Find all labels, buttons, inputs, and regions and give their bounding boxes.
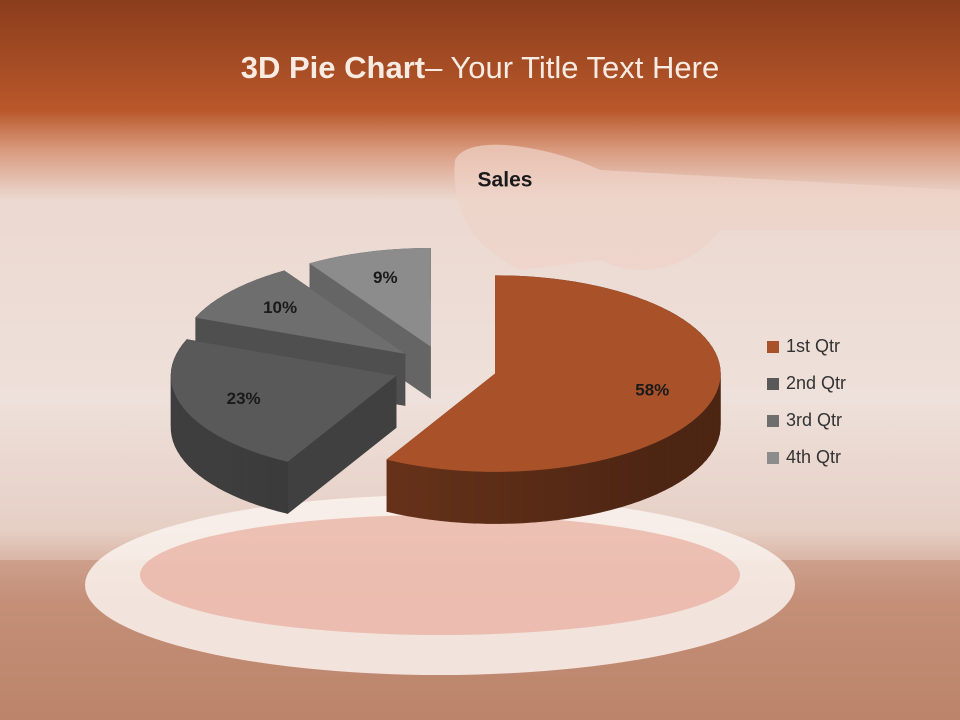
slice-side xyxy=(499,471,512,524)
slice-side xyxy=(568,464,580,519)
slice-side xyxy=(258,452,269,509)
slice-side xyxy=(709,396,714,456)
background-photo xyxy=(0,144,960,720)
slice-side xyxy=(441,468,454,523)
slide-title: 3D Pie Chart– Your Title Text Here xyxy=(241,50,719,85)
slice-side xyxy=(664,433,673,491)
slice-side xyxy=(174,394,178,452)
slice-side xyxy=(267,455,278,512)
slice-top xyxy=(386,275,721,472)
slice-side xyxy=(217,434,226,492)
slice-side xyxy=(193,417,199,476)
legend-swatch xyxy=(767,378,779,390)
slice-side xyxy=(696,411,703,470)
slice-side xyxy=(232,442,242,500)
slice-side xyxy=(204,426,212,484)
slice-side xyxy=(452,469,465,524)
legend-label: 3rd Qtr xyxy=(786,410,842,430)
slice-side xyxy=(522,469,535,524)
slice-side xyxy=(629,448,640,505)
data-label: 58% xyxy=(635,381,669,400)
slice-top xyxy=(170,339,397,462)
slice-side xyxy=(678,425,686,483)
slice-side xyxy=(184,408,189,467)
slice-side xyxy=(691,416,698,475)
slice-side xyxy=(386,459,398,515)
slice-side xyxy=(600,457,612,513)
chart-title: Sales xyxy=(478,169,533,192)
slice-side xyxy=(579,462,591,517)
slice-side xyxy=(545,467,558,522)
data-label: 23% xyxy=(227,389,261,408)
slice-side xyxy=(620,451,631,508)
legend-swatch xyxy=(767,452,779,464)
slice-side xyxy=(198,422,205,480)
slice-side xyxy=(706,402,711,461)
slice-side xyxy=(556,465,569,521)
slice-side xyxy=(656,437,665,495)
data-label: 10% xyxy=(263,298,297,317)
pie-slice xyxy=(386,275,721,524)
slice-side xyxy=(464,470,477,524)
slice-side xyxy=(249,449,259,506)
slice-side xyxy=(701,406,707,466)
data-label: 9% xyxy=(373,268,398,287)
legend-swatch xyxy=(767,341,779,353)
slice-side xyxy=(224,438,234,496)
slice-side xyxy=(685,421,692,479)
slice-side xyxy=(429,467,442,522)
slice-side xyxy=(647,441,657,499)
legend-label: 2nd Qtr xyxy=(786,373,846,393)
slice-top xyxy=(309,247,431,347)
slice-side xyxy=(188,412,194,471)
slice-side xyxy=(671,429,680,487)
slice-side xyxy=(610,454,621,511)
slide-title-bold: 3D Pie Chart xyxy=(241,50,425,85)
slice-top xyxy=(195,270,406,354)
slice-side xyxy=(639,445,649,502)
legend-swatch xyxy=(767,415,779,427)
slice-side xyxy=(475,470,488,524)
slice-side xyxy=(712,392,717,451)
slice-side xyxy=(177,398,182,458)
slice-side xyxy=(510,470,524,524)
slice-side xyxy=(487,471,500,524)
slice-side xyxy=(715,387,719,446)
slice-side xyxy=(418,465,431,520)
legend-label: 1st Qtr xyxy=(786,336,840,356)
slice-side xyxy=(589,459,601,515)
slice-side xyxy=(180,403,185,462)
slice-side xyxy=(397,461,409,517)
slice-side xyxy=(240,446,250,503)
legend-label: 4th Qtr xyxy=(786,447,841,467)
slice-side xyxy=(277,458,288,514)
slice-side xyxy=(210,430,218,488)
slice-side xyxy=(534,468,547,523)
slice-side xyxy=(407,463,420,519)
pie-slice xyxy=(170,338,397,515)
slide-title-rest: – Your Title Text Here xyxy=(425,50,719,85)
